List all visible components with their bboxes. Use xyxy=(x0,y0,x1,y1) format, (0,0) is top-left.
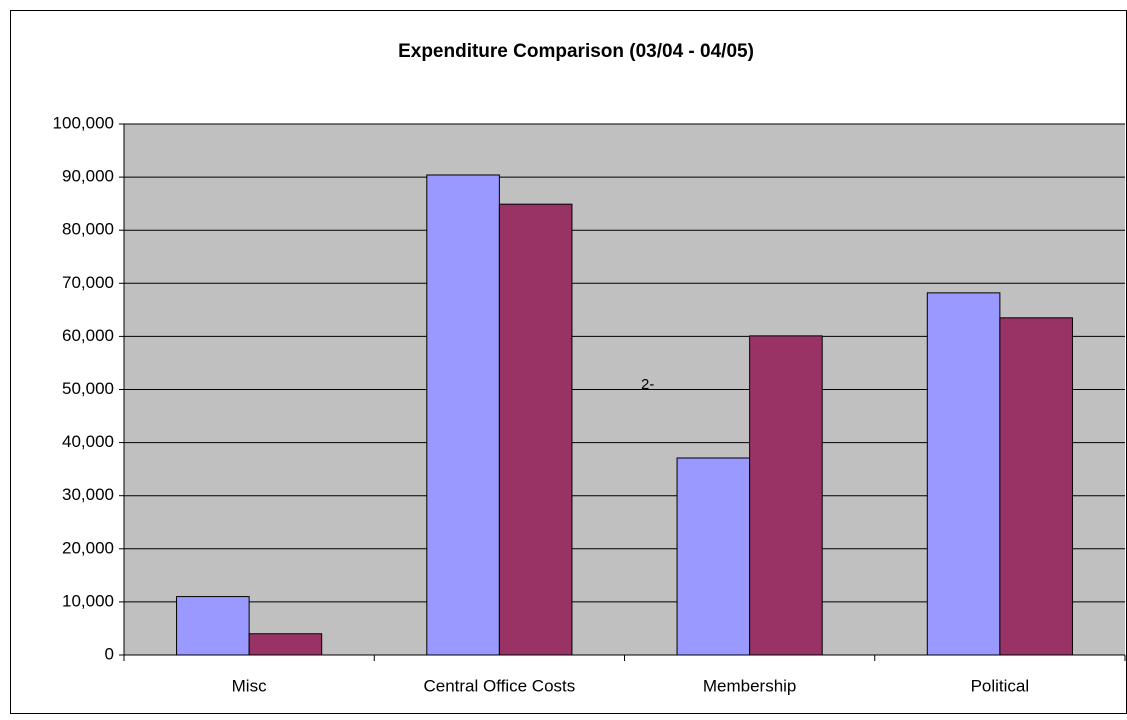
bar xyxy=(248,633,323,656)
bar xyxy=(426,174,500,656)
y-tick-label: 20,000 xyxy=(62,538,114,557)
y-tick-label: 30,000 xyxy=(62,485,114,504)
y-tick-label: 50,000 xyxy=(62,379,114,398)
y-tick-label: 60,000 xyxy=(62,326,114,345)
y-tick-label: 10,000 xyxy=(62,591,114,610)
x-tick-label: Central Office Costs xyxy=(423,676,575,695)
y-tick-label: 0 xyxy=(105,644,114,663)
bar xyxy=(176,596,250,656)
bar xyxy=(498,203,573,656)
bar xyxy=(999,317,1073,656)
y-tick-label: 70,000 xyxy=(62,273,114,292)
y-tick-label: 100,000 xyxy=(53,113,114,132)
chart-title: Expenditure Comparison (03/04 - 04/05) xyxy=(398,41,754,62)
annotation: 2- xyxy=(641,376,654,393)
x-tick-label: Political xyxy=(971,676,1030,695)
y-tick-label: 40,000 xyxy=(62,432,114,451)
y-tick-label: 90,000 xyxy=(62,167,114,186)
bar xyxy=(676,457,751,656)
y-tick-label: 80,000 xyxy=(62,220,114,239)
x-tick-label: Misc xyxy=(232,676,267,695)
bar xyxy=(749,335,823,656)
bar xyxy=(926,292,1001,656)
x-tick-label: Membership xyxy=(703,676,797,695)
